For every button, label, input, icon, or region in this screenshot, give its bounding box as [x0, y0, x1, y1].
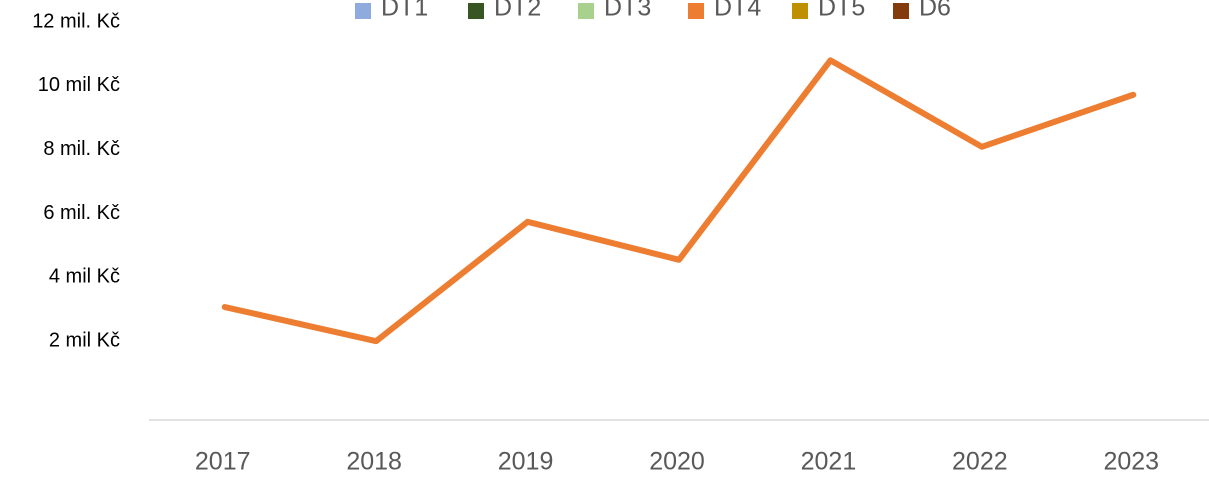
x-tick-label: 2019 — [498, 448, 554, 476]
legend-swatch — [355, 3, 371, 19]
series-line — [221, 57, 1137, 345]
legend-label: DT2 — [494, 0, 541, 22]
y-tick-label: 8 mil. Kč — [43, 138, 120, 160]
legend-swatch — [792, 3, 808, 19]
legend-label: DT1 — [381, 0, 428, 22]
y-tick-label: 2 mil Kč — [49, 329, 120, 351]
legend-swatch — [578, 3, 594, 19]
y-tick-label: 12 mil. Kč — [32, 10, 120, 32]
x-tick-label: 2017 — [195, 448, 251, 476]
legend-label: DT3 — [604, 0, 651, 22]
legend-label: DT5 — [818, 0, 865, 22]
y-tick-label: 6 mil. Kč — [43, 202, 120, 224]
x-tick-label: 2021 — [801, 448, 857, 476]
legend-label: DT4 — [714, 0, 761, 22]
y-tick-label: 4 mil Kč — [49, 266, 120, 288]
y-tick-label: 10 mil Kč — [38, 74, 120, 96]
legend-swatch — [893, 3, 909, 19]
legend-swatch — [468, 3, 484, 19]
legend-swatch — [688, 3, 704, 19]
x-tick-label: 2018 — [346, 448, 402, 476]
x-tick-label: 2022 — [952, 448, 1008, 476]
x-tick-label: 2020 — [649, 448, 705, 476]
x-tick-label: 2023 — [1103, 448, 1159, 476]
legend-label: D6 — [919, 0, 951, 22]
